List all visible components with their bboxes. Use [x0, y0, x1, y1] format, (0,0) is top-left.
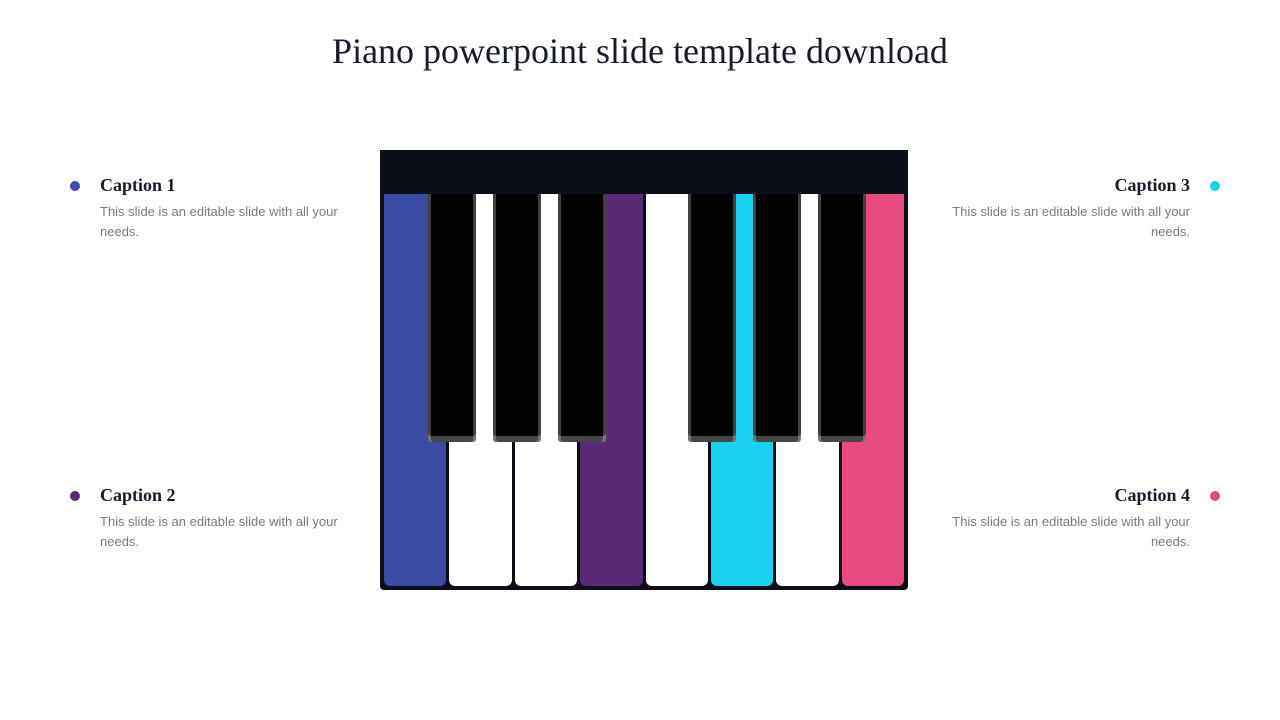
caption-title-3: Caption 3 — [950, 175, 1190, 196]
white-keys-row — [384, 194, 904, 586]
white-key-1 — [384, 194, 446, 586]
caption-body-4: This slide is an editable slide with all… — [950, 512, 1190, 551]
caption-bullet-1 — [70, 181, 80, 191]
caption-body-3: This slide is an editable slide with all… — [950, 202, 1190, 241]
caption-1: Caption 1 This slide is an editable slide… — [100, 175, 340, 241]
white-key-8 — [842, 194, 904, 586]
caption-bullet-4 — [1210, 491, 1220, 501]
white-key-3 — [515, 194, 577, 586]
white-key-6 — [711, 194, 773, 586]
caption-3: Caption 3 This slide is an editable slide… — [950, 175, 1190, 241]
white-key-5 — [646, 194, 708, 586]
page-title: Piano powerpoint slide template download — [0, 30, 1280, 72]
piano-diagram — [380, 150, 908, 590]
caption-bullet-2 — [70, 491, 80, 501]
caption-title-1: Caption 1 — [100, 175, 340, 196]
caption-body-1: This slide is an editable slide with all… — [100, 202, 340, 241]
caption-title-4: Caption 4 — [950, 485, 1190, 506]
white-key-2 — [449, 194, 511, 586]
piano-top-band — [380, 150, 908, 194]
caption-title-2: Caption 2 — [100, 485, 340, 506]
caption-bullet-3 — [1210, 181, 1220, 191]
white-key-4 — [580, 194, 642, 586]
caption-4: Caption 4 This slide is an editable slide… — [950, 485, 1190, 551]
white-key-7 — [776, 194, 838, 586]
caption-2: Caption 2 This slide is an editable slide… — [100, 485, 340, 551]
caption-body-2: This slide is an editable slide with all… — [100, 512, 340, 551]
